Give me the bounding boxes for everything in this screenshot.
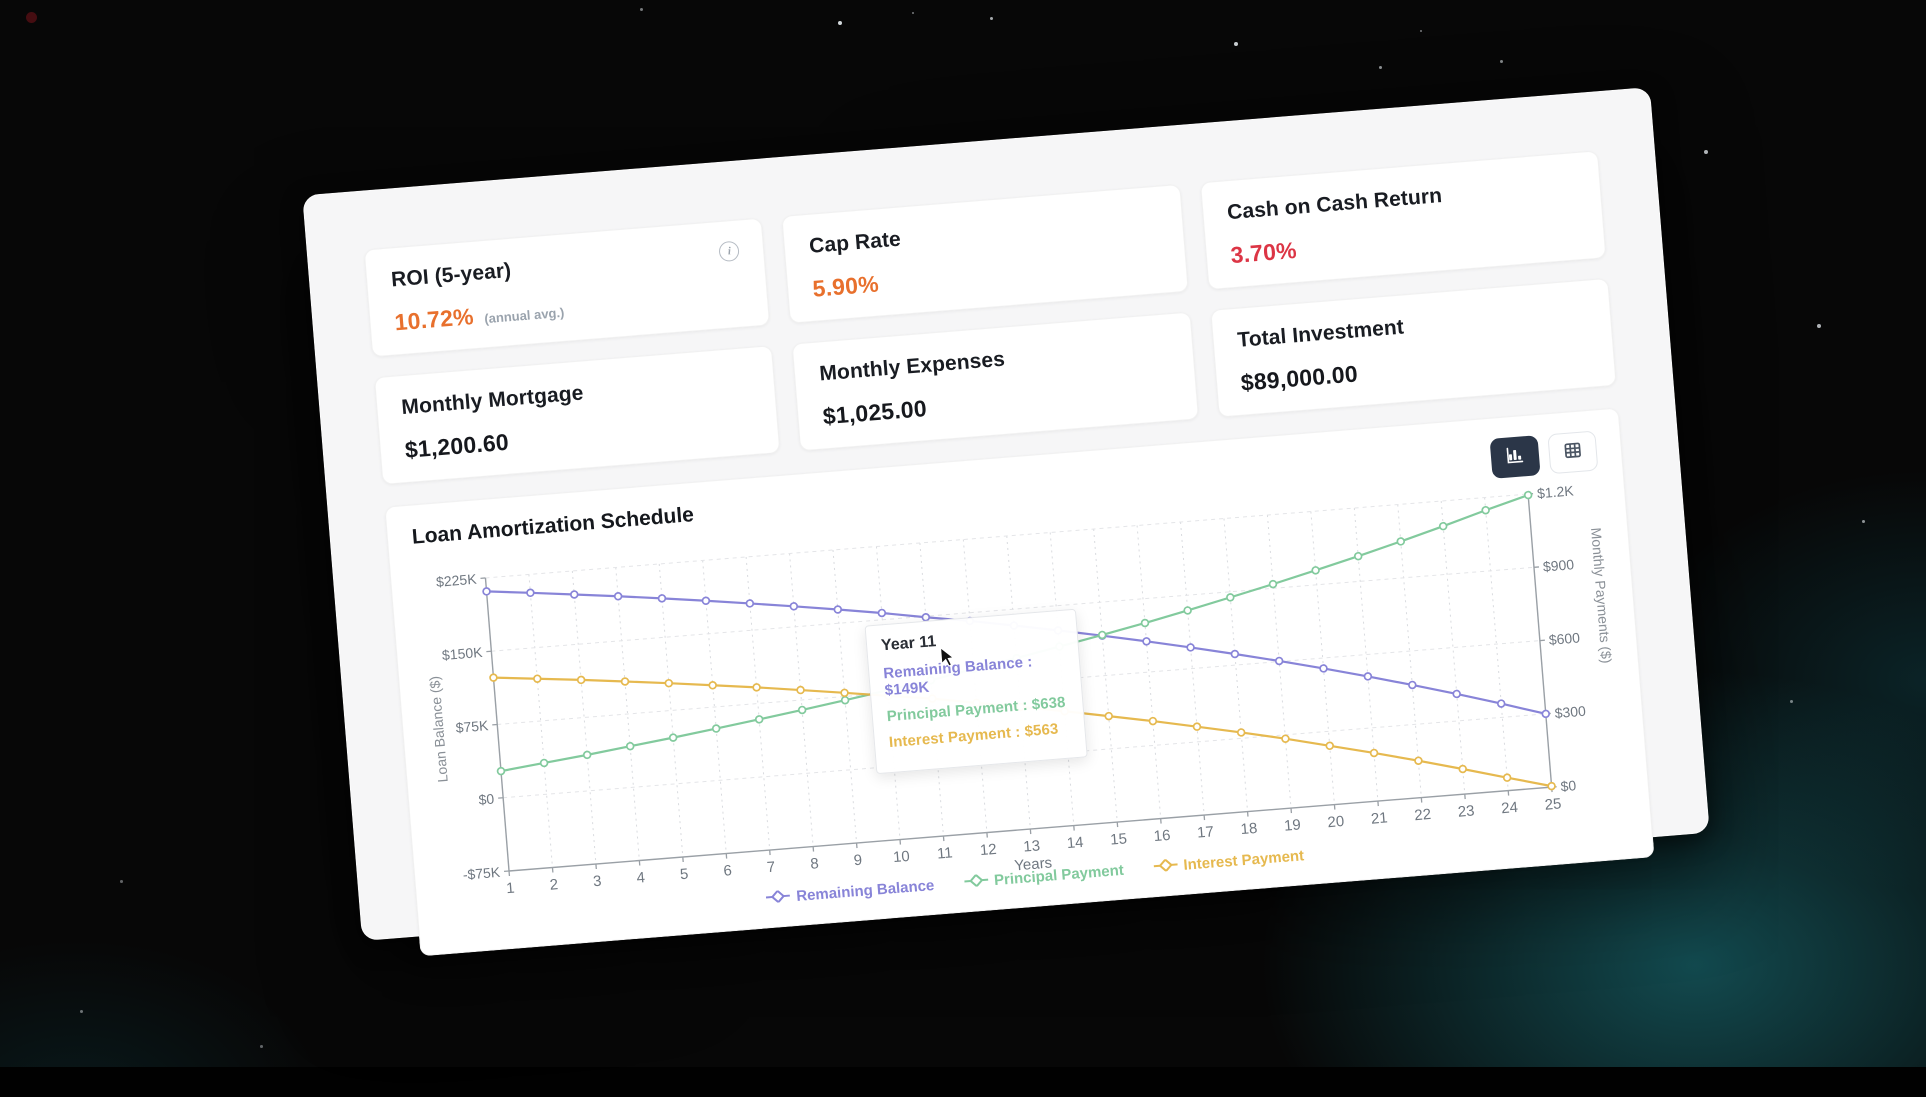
legend-item-principal-payment[interactable]: Principal Payment — [963, 862, 1124, 892]
star — [1790, 700, 1794, 704]
star — [80, 1010, 84, 1014]
star — [1500, 60, 1503, 63]
tooltip-row-remaining-balance: Remaining Balance : $149K — [882, 653, 1034, 700]
bottom-black-bar — [0, 1067, 1926, 1097]
svg-text:25: 25 — [1544, 795, 1562, 813]
view-toggle-group — [1489, 430, 1599, 479]
svg-text:$900: $900 — [1542, 556, 1575, 574]
star — [260, 1045, 263, 1048]
legend-item-interest-payment[interactable]: Interest Payment — [1153, 847, 1305, 876]
stat-label: Cap Rate — [808, 227, 902, 258]
stat-label: Monthly Mortgage — [400, 381, 585, 420]
svg-text:22: 22 — [1414, 806, 1432, 824]
svg-text:$75K: $75K — [455, 717, 490, 736]
star — [1234, 42, 1238, 46]
svg-text:11: 11 — [936, 844, 953, 862]
svg-text:7: 7 — [766, 859, 776, 877]
svg-text:13: 13 — [1023, 837, 1041, 855]
svg-text:19: 19 — [1283, 816, 1301, 834]
chart-view-button[interactable] — [1489, 435, 1541, 479]
svg-text:2: 2 — [549, 876, 559, 894]
star — [990, 17, 993, 20]
stat-suffix: (annual avg.) — [483, 304, 565, 327]
stat-card-roi: ROI (5-year) i 10.72% (annual avg.) — [363, 217, 771, 358]
investment-dashboard-panel: ROI (5-year) i 10.72% (annual avg.) Cap … — [302, 86, 1710, 957]
stat-card-total-investment: Total Investment $89,000.00 — [1209, 277, 1617, 418]
chart-area: $225K $150K $75K $0 -$75K $1.2K $900 $600 $300 $0… — [415, 474, 1629, 939]
star — [1704, 150, 1708, 154]
stat-label: ROI (5-year) — [390, 258, 513, 292]
svg-text:14: 14 — [1066, 834, 1084, 852]
stat-card-cap-rate: Cap Rate 5.90% — [781, 184, 1189, 324]
svg-text:$225K: $225K — [435, 571, 477, 590]
tooltip-title: Year 11 — [880, 633, 937, 655]
chart-legend: Remaining Balance Principal Payment Inte… — [442, 821, 1628, 939]
svg-text:3: 3 — [592, 873, 602, 891]
svg-text:6: 6 — [723, 862, 733, 880]
bar-chart-icon — [1504, 444, 1526, 471]
svg-text:$150K: $150K — [441, 644, 483, 663]
svg-text:$0: $0 — [478, 790, 495, 807]
svg-text:5: 5 — [679, 866, 689, 884]
star — [1379, 66, 1382, 69]
stat-label: Total Investment — [1236, 315, 1405, 352]
svg-text:16: 16 — [1153, 827, 1171, 845]
svg-text:23: 23 — [1457, 802, 1475, 820]
svg-text:10: 10 — [892, 848, 910, 866]
table-icon — [1562, 439, 1584, 466]
svg-text:1: 1 — [506, 880, 516, 898]
svg-text:17: 17 — [1197, 823, 1215, 841]
stat-card-cash-on-cash: Cash on Cash Return 3.70% — [1199, 150, 1607, 291]
stat-value: $1,025.00 — [821, 395, 928, 430]
svg-text:Loan Balance ($): Loan Balance ($) — [426, 675, 451, 783]
svg-text:18: 18 — [1240, 820, 1258, 838]
chart-tooltip: Year 11 Remaining Balance : $149K Princi… — [864, 608, 1088, 775]
svg-text:Monthly Payments ($): Monthly Payments ($) — [1588, 527, 1615, 664]
chart-title: Loan Amortization Schedule — [411, 503, 695, 549]
stat-card-monthly-mortgage: Monthly Mortgage $1,200.60 — [373, 345, 781, 485]
svg-text:24: 24 — [1501, 799, 1519, 817]
legend-marker-icon — [766, 889, 791, 908]
svg-text:20: 20 — [1327, 813, 1345, 831]
svg-text:$300: $300 — [1554, 703, 1587, 721]
star — [1817, 324, 1821, 328]
red-star — [26, 12, 37, 23]
svg-text:8: 8 — [810, 855, 820, 873]
svg-text:15: 15 — [1110, 830, 1128, 848]
stat-value: 10.72% — [393, 303, 475, 336]
svg-text:9: 9 — [853, 852, 863, 870]
stat-value: 5.90% — [811, 270, 880, 302]
stat-value: 3.70% — [1229, 236, 1298, 269]
svg-text:$600: $600 — [1548, 629, 1581, 647]
star — [1862, 520, 1866, 524]
svg-text:4: 4 — [636, 869, 646, 887]
legend-marker-icon — [1153, 857, 1178, 876]
svg-text:$1.2K: $1.2K — [1536, 482, 1574, 501]
legend-marker-icon — [963, 873, 989, 892]
amortization-chart-card: Loan Amortization Schedule — [384, 407, 1655, 957]
svg-text:Years: Years — [1014, 854, 1053, 874]
tooltip-row-principal-payment: Principal Payment : $638 — [886, 693, 1067, 726]
star — [838, 21, 842, 25]
stat-value: $1,200.60 — [403, 428, 510, 463]
table-view-button[interactable] — [1547, 430, 1599, 475]
star — [912, 12, 915, 15]
stat-card-monthly-expenses: Monthly Expenses $1,025.00 — [791, 311, 1199, 452]
svg-text:$0: $0 — [1560, 777, 1577, 794]
star — [640, 8, 643, 11]
mouse-cursor-icon — [939, 645, 958, 673]
info-icon[interactable]: i — [718, 240, 741, 263]
star — [1420, 30, 1423, 33]
legend-item-remaining-balance[interactable]: Remaining Balance — [766, 877, 935, 907]
svg-text:-$75K: -$75K — [462, 864, 501, 883]
star — [120, 880, 123, 883]
stat-label: Cash on Cash Return — [1226, 184, 1443, 225]
svg-text:21: 21 — [1370, 809, 1388, 827]
stat-value: $89,000.00 — [1239, 360, 1359, 396]
stat-label: Monthly Expenses — [818, 347, 1006, 386]
svg-text:12: 12 — [979, 841, 997, 859]
tooltip-row-interest-payment: Interest Payment : $563 — [888, 720, 1059, 752]
